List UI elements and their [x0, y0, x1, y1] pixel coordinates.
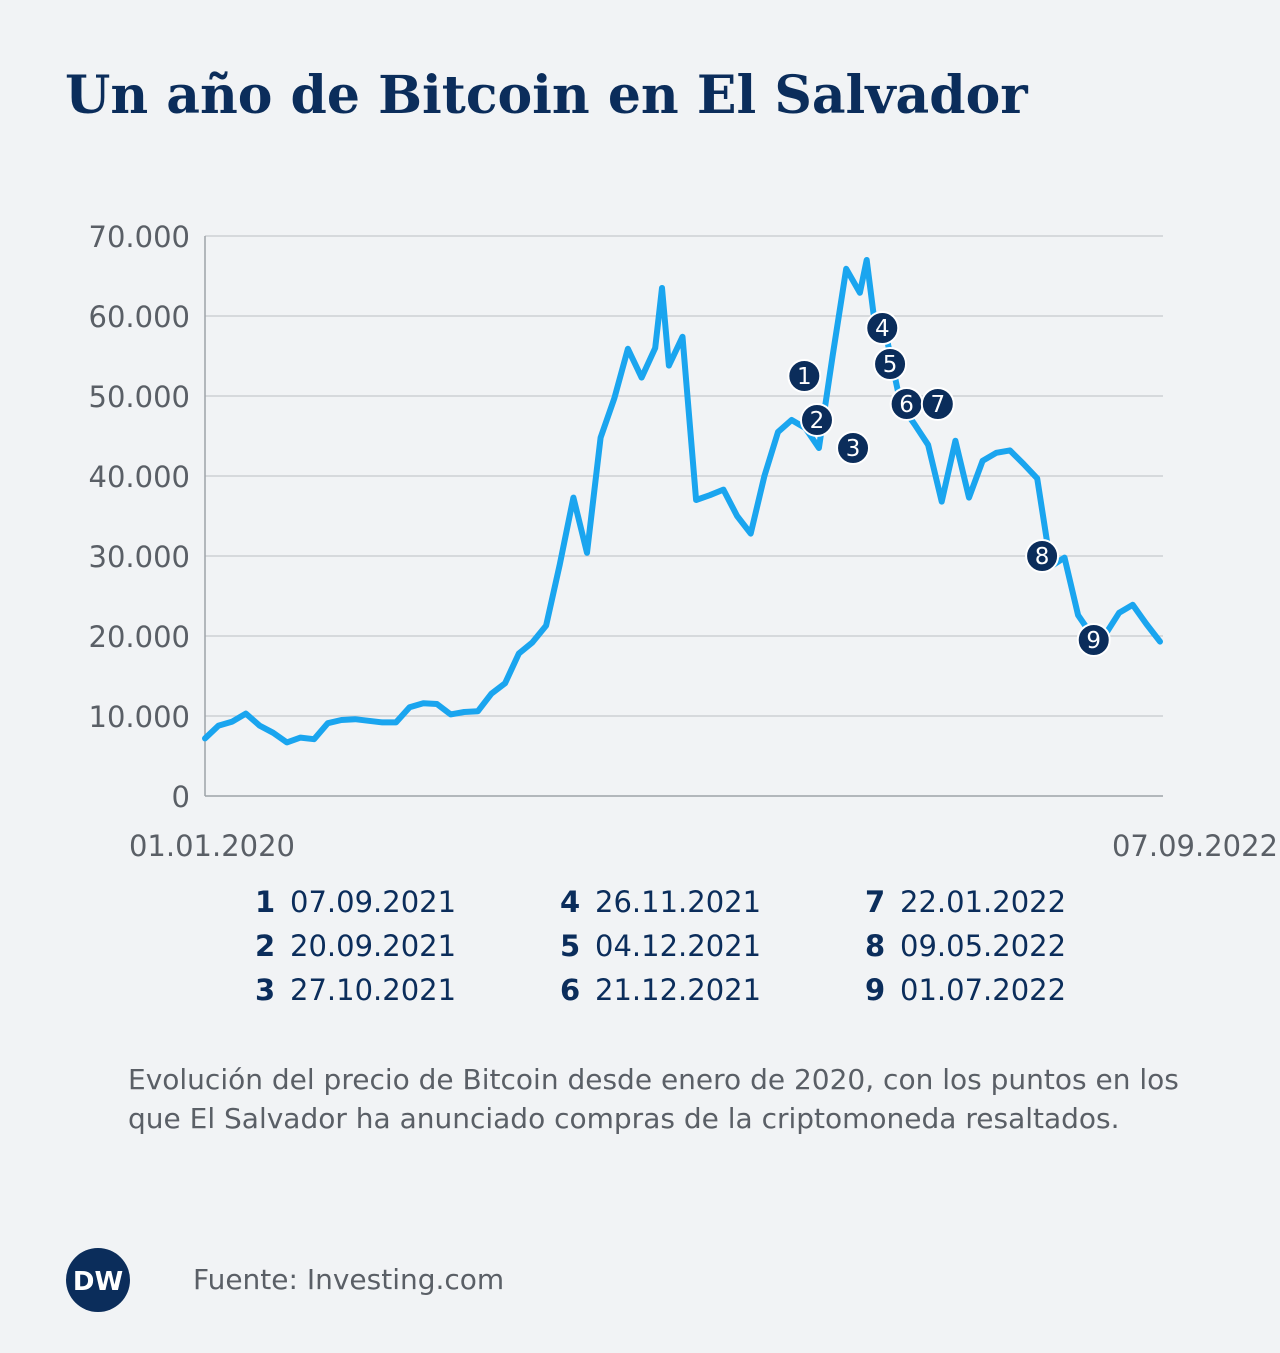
y-tick-label: 60.000	[89, 300, 190, 334]
legend-number: 1	[255, 885, 275, 919]
purchase-marker	[799, 403, 834, 437]
legend-date: 22.01.2022	[900, 885, 1066, 919]
y-tick-label: 50.000	[89, 380, 190, 414]
legend-number: 4	[560, 885, 580, 919]
logo-badge	[66, 1248, 130, 1312]
legend-date: 21.12.2021	[595, 973, 761, 1007]
y-tick-label: 30.000	[89, 540, 190, 574]
x-tick-label: 07.09.2022	[1112, 829, 1278, 863]
legend-number: 6	[560, 973, 580, 1007]
legend-number: 5	[560, 929, 580, 963]
source: Fuente: Investing.com	[193, 1263, 504, 1296]
purchase-marker-label: 8	[1035, 544, 1050, 570]
legend-date: 27.10.2021	[290, 973, 456, 1007]
chart-title: Un año de Bitcoin en El Salvador	[65, 65, 1028, 126]
purchase-marker-label: 9	[1086, 628, 1101, 654]
purchase-marker	[920, 387, 955, 421]
legend-number: 9	[865, 973, 885, 1007]
legend-date: 20.09.2021	[290, 929, 456, 963]
purchase-marker	[1076, 623, 1111, 657]
logo: DW	[73, 1267, 123, 1297]
legend-date: 09.05.2022	[900, 929, 1066, 963]
x-tick-label: 01.01.2020	[129, 829, 295, 863]
purchase-marker	[865, 311, 900, 345]
legend-number: 3	[255, 973, 275, 1007]
y-tick-label: 20.000	[89, 620, 190, 654]
legend-date: 04.12.2021	[595, 929, 761, 963]
legend-date: 07.09.2021	[290, 885, 456, 919]
y-tick-label: 0	[172, 780, 190, 814]
purchase-marker	[787, 359, 822, 393]
legend-number: 2	[255, 929, 275, 963]
purchase-marker-label: 1	[797, 364, 812, 390]
caption: Evolución del precio de Bitcoin desde en…	[128, 1063, 1179, 1135]
purchase-marker-label: 6	[899, 392, 914, 418]
purchase-marker-label: 4	[875, 316, 890, 342]
legend-number: 7	[865, 885, 885, 919]
purchase-marker	[836, 431, 871, 465]
purchase-marker-label: 7	[930, 392, 945, 418]
y-tick-label: 70.000	[89, 220, 190, 254]
legend-date: 26.11.2021	[595, 885, 761, 919]
price-line	[202, 257, 1163, 746]
purchase-marker-label: 5	[883, 352, 898, 378]
legend-number: 8	[865, 929, 885, 963]
legend-date: 01.07.2022	[900, 973, 1066, 1007]
purchase-marker	[1025, 539, 1060, 573]
purchase-marker-label: 2	[810, 408, 825, 434]
purchase-marker-label: 3	[846, 436, 861, 462]
y-tick-label: 40.000	[89, 460, 190, 494]
y-tick-label: 10.000	[89, 700, 190, 734]
purchase-marker	[873, 347, 908, 381]
